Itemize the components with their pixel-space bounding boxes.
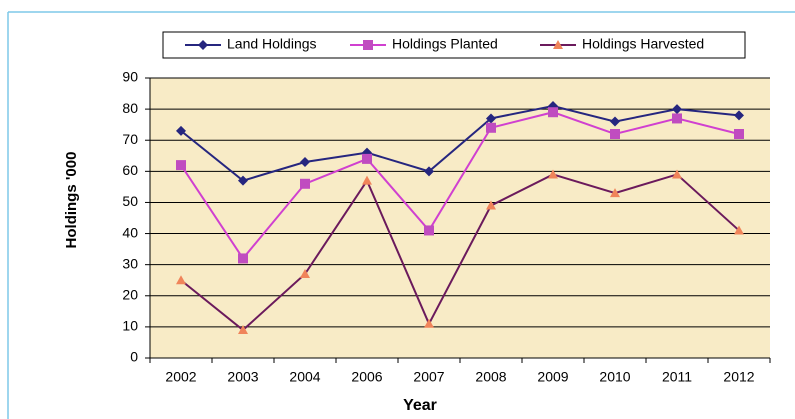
y-tick-label: 40 xyxy=(122,224,138,240)
x-tick-label: 2006 xyxy=(351,369,382,385)
y-tick-label: 80 xyxy=(122,100,138,116)
y-tick-label: 10 xyxy=(122,318,138,334)
x-tick-label: 2011 xyxy=(662,369,692,385)
series-line xyxy=(180,173,740,332)
x-tick-label: 2002 xyxy=(165,369,196,385)
x-tick-label: 2004 xyxy=(289,369,320,385)
marker xyxy=(424,318,434,328)
y-tick-label: 90 xyxy=(122,69,138,85)
marker xyxy=(362,153,372,164)
y-tick-label: 60 xyxy=(122,162,138,178)
marker xyxy=(734,225,744,235)
y-tick-label: 0 xyxy=(130,349,138,365)
x-tick-label: 2009 xyxy=(537,369,568,385)
series-line xyxy=(180,104,740,182)
marker xyxy=(300,269,310,278)
marker xyxy=(553,40,563,49)
x-tick-label: 2003 xyxy=(227,369,258,385)
legend-label: Land Holdings xyxy=(227,36,317,52)
legend-label: Holdings Harvested xyxy=(582,36,704,52)
marker xyxy=(672,113,682,124)
marker xyxy=(176,160,186,171)
marker xyxy=(362,175,372,185)
legend-label: Holdings Planted xyxy=(392,36,498,52)
y-tick-label: 70 xyxy=(122,131,138,147)
marker xyxy=(548,107,558,118)
marker xyxy=(238,253,248,264)
marker xyxy=(610,188,620,198)
marker xyxy=(198,40,208,50)
marker xyxy=(734,110,744,121)
y-tick-label: 20 xyxy=(122,286,138,302)
marker xyxy=(486,113,496,124)
series-line xyxy=(180,111,740,261)
marker xyxy=(610,116,620,127)
marker xyxy=(486,200,496,210)
marker xyxy=(424,225,434,236)
marker xyxy=(363,40,373,50)
marker xyxy=(238,175,248,186)
x-tick-label: 2007 xyxy=(413,369,444,385)
y-tick-label: 30 xyxy=(122,255,138,271)
marker xyxy=(486,122,496,133)
marker xyxy=(672,169,682,179)
marker xyxy=(672,104,682,115)
marker xyxy=(300,157,310,167)
x-tick-label: 2008 xyxy=(475,369,506,385)
marker xyxy=(610,129,620,139)
plot-area xyxy=(150,78,770,358)
marker xyxy=(424,166,434,177)
x-tick-label: 2010 xyxy=(599,369,630,385)
y-tick-label: 50 xyxy=(122,193,138,209)
marker xyxy=(548,169,558,179)
legend xyxy=(162,31,746,59)
marker xyxy=(176,275,186,285)
marker xyxy=(238,325,248,334)
x-tick-label: 2012 xyxy=(723,369,754,385)
y-axis-label: Holdings '000 xyxy=(63,152,80,249)
marker xyxy=(176,125,186,136)
x-axis-label: Year xyxy=(403,397,437,414)
marker xyxy=(734,129,744,139)
marker xyxy=(300,178,310,189)
